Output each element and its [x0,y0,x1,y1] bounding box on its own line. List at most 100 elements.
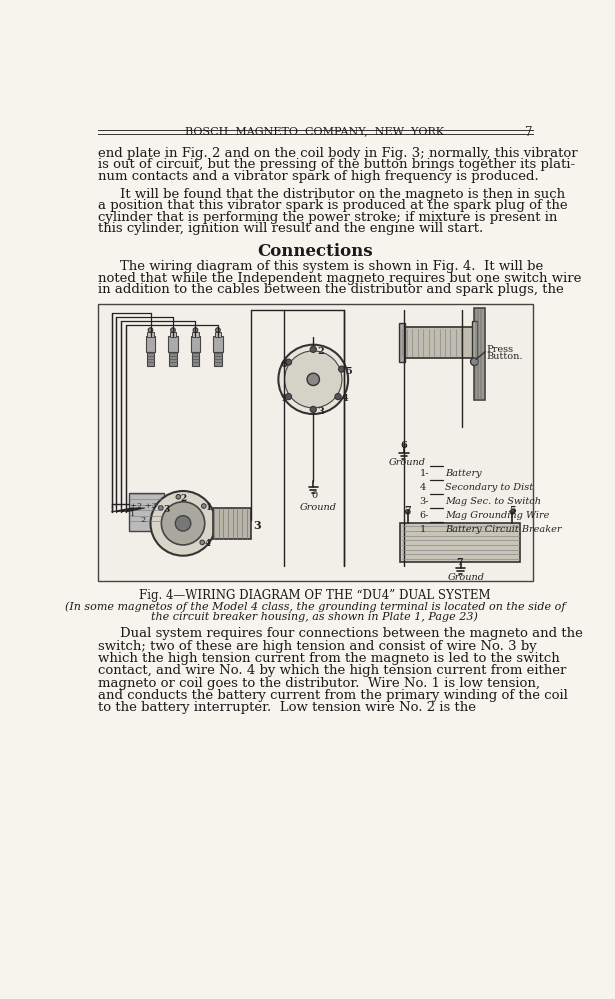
Circle shape [470,358,478,366]
Text: Secondary to Dist: Secondary to Dist [445,484,533,493]
Bar [400,327,474,358]
Text: is out of circuit, but the pressing of the button brings together its plati-: is out of circuit, but the pressing of t… [98,159,575,172]
Text: 1: 1 [280,395,287,404]
Bar [472,321,477,364]
Bar [192,352,199,366]
Bar [169,352,177,366]
Text: this cylinder, ignition will result and the engine will start.: this cylinder, ignition will result and … [98,223,483,236]
Circle shape [285,359,292,366]
Circle shape [176,495,181,500]
Text: 3-: 3- [419,498,429,506]
Text: 5: 5 [509,506,516,515]
Text: 6: 6 [400,441,407,450]
Text: 2: 2 [181,494,187,502]
Circle shape [510,509,515,514]
Bar [146,352,154,366]
Text: Connections: Connections [257,243,373,260]
Text: 7: 7 [456,558,463,567]
Text: 3: 3 [253,519,261,530]
Bar [474,308,485,401]
Text: Battery: Battery [445,470,482,479]
Bar [399,323,405,362]
Text: 3: 3 [317,407,324,417]
Text: Press: Press [487,345,514,354]
Bar [214,352,222,366]
Bar [98,304,533,581]
Circle shape [307,374,319,386]
Text: 2: 2 [317,347,324,356]
Text: which the high tension current from the magneto is led to the switch: which the high tension current from the … [98,652,560,665]
Circle shape [148,328,153,333]
Text: +2 +3: +2 +3 [130,501,157,509]
Text: Button.: Button. [487,353,523,362]
Bar [215,332,221,337]
Circle shape [159,505,163,510]
Circle shape [310,407,316,413]
Text: 6: 6 [280,360,287,369]
Circle shape [161,501,205,544]
Text: num contacts and a vibrator spark of high frequency is produced.: num contacts and a vibrator spark of hig… [98,170,539,183]
Circle shape [170,328,175,333]
Text: 2: 2 [140,515,146,523]
Text: 1: 1 [206,502,213,511]
Text: Mag Grounding Wire: Mag Grounding Wire [445,511,549,520]
Circle shape [285,394,292,400]
Text: 1-: 1- [419,470,429,479]
Bar [148,332,154,337]
Bar [192,332,199,337]
Text: in addition to the cables between the distributor and spark plugs, the: in addition to the cables between the di… [98,283,563,296]
Text: (In some magnetos of the Model 4 class, the grounding terminal is located on the: (In some magnetos of the Model 4 class, … [65,601,565,611]
Bar [191,337,200,352]
Text: 3: 3 [163,504,170,513]
Text: Fig. 4—WIRING DIAGRAM OF THE “DU4” DUAL SYSTEM: Fig. 4—WIRING DIAGRAM OF THE “DU4” DUAL … [139,588,491,601]
Text: Mag Sec. to Switch: Mag Sec. to Switch [445,498,541,506]
Text: magneto or coil goes to the distributor.  Wire No. 1 is low tension,: magneto or coil goes to the distributor.… [98,676,540,689]
Circle shape [151,492,216,555]
Text: 7: 7 [525,126,533,139]
Text: end plate in Fig. 2 and on the coil body in Fig. 3; normally, this vibrator: end plate in Fig. 2 and on the coil body… [98,147,577,160]
Circle shape [335,394,341,400]
Circle shape [202,503,206,508]
Text: switch; two of these are high tension and consist of wire No. 3 by: switch; two of these are high tension an… [98,639,536,652]
Text: 1: 1 [130,510,136,518]
Text: 7: 7 [404,506,411,515]
Text: 6-: 6- [419,511,429,520]
Circle shape [285,351,342,408]
Circle shape [279,345,348,414]
Circle shape [338,366,345,373]
Text: noted that while the Independent magneto requires but one switch wire: noted that while the Independent magneto… [98,272,581,285]
Text: Ground: Ground [448,573,485,582]
Text: a position that this vibrator spark is produced at the spark plug of the: a position that this vibrator spark is p… [98,199,568,212]
Text: BOSCH  MAGNETO  COMPANY,  NEW  YORK: BOSCH MAGNETO COMPANY, NEW YORK [185,126,445,136]
Bar [213,507,252,538]
Text: contact, and wire No. 4 by which the high tension current from either: contact, and wire No. 4 by which the hig… [98,664,566,677]
Text: Dual system requires four connections between the magneto and the: Dual system requires four connections be… [119,627,582,640]
Bar [129,493,164,531]
Circle shape [175,515,191,531]
Text: Ground: Ground [300,502,336,511]
Text: 4: 4 [342,395,349,404]
Text: 0: 0 [311,492,317,500]
Bar [169,337,178,352]
Bar [213,337,223,352]
Text: It will be found that the distributor on the magneto is then in such: It will be found that the distributor on… [119,188,565,201]
Text: cylinder that is performing the power stroke; if mixture is present in: cylinder that is performing the power st… [98,211,557,224]
Circle shape [405,509,410,514]
Circle shape [193,328,198,333]
Text: 4: 4 [419,484,426,493]
Text: Battery Circuit Breaker: Battery Circuit Breaker [445,524,561,533]
Text: 5: 5 [346,367,352,376]
Bar [146,337,155,352]
Circle shape [216,328,220,333]
Circle shape [310,347,316,353]
Text: the circuit breaker housing, as shown in Plate 1, Page 23): the circuit breaker housing, as shown in… [151,611,478,621]
Text: Ground: Ground [389,458,426,467]
Text: 4: 4 [205,539,211,548]
Circle shape [200,540,205,544]
Text: to the battery interrupter.  Low tension wire No. 2 is the: to the battery interrupter. Low tension … [98,701,476,714]
Text: 1: 1 [419,524,426,533]
Bar [400,523,520,561]
Bar [170,332,176,337]
Text: The wiring diagram of this system is shown in Fig. 4.  It will be: The wiring diagram of this system is sho… [119,260,543,273]
Text: and conducts the battery current from the primary winding of the coil: and conducts the battery current from th… [98,689,568,702]
